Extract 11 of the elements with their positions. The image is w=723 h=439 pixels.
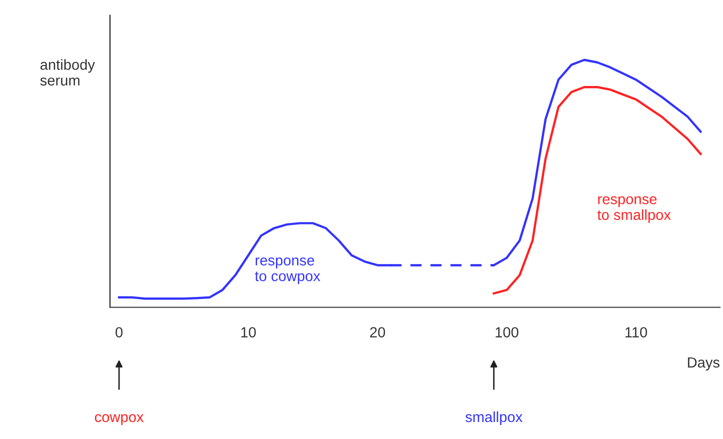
y-axis-title: antibody serum	[40, 59, 95, 86]
x-tick-label: 100	[496, 327, 518, 338]
x-tick-label: 110	[625, 327, 648, 338]
text: cowpox	[94, 414, 144, 426]
series-label: response to cowpox	[254, 258, 320, 284]
x-tick-label: 10	[241, 327, 256, 338]
x-axis-title: Days	[688, 357, 720, 371]
x-tick-label: 0	[116, 327, 123, 338]
text: response to smallpox	[597, 196, 671, 223]
x-tick-label: 20	[370, 327, 386, 338]
text: smallpox	[465, 411, 522, 426]
